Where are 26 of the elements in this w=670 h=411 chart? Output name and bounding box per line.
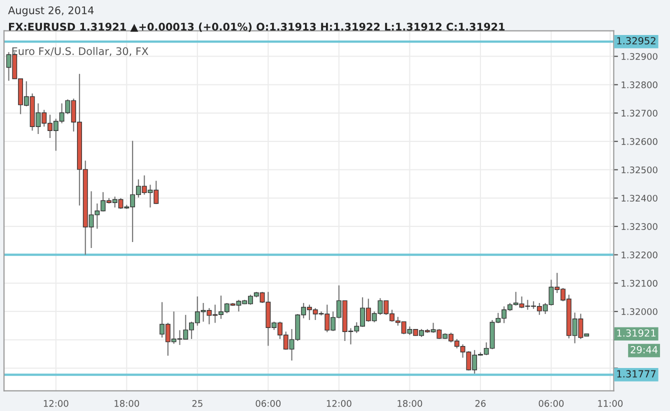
y-tick-label: 1.32000 <box>622 308 658 316</box>
ref-line-label: 1.32952 <box>617 37 656 44</box>
text: 1.31921 <box>617 329 656 337</box>
text: Euro Fx/U.S. Dollar, 30, FX <box>12 47 148 56</box>
y-tick-label: 1.32200 <box>622 252 658 258</box>
y-tick-label: 1.32300 <box>622 223 658 230</box>
x-tick-label: 26 <box>475 400 486 407</box>
x-tick-label: 06:00 <box>538 400 564 407</box>
chart-subtitle: FX:EURUSD 1.31921 ▲+0.00013 (+0.01%) O:1.31913 H:1.31922 L:1.31912 C:1.31921 <box>8 22 505 32</box>
y-tick-label: 1.32800 <box>622 81 658 88</box>
x-tick-label: 18:00 <box>398 400 422 407</box>
text: August 26, 2014 <box>8 6 94 16</box>
text: 29:44 <box>630 346 658 354</box>
y-tick-label: 1.32600 <box>622 138 658 145</box>
y-tick-label: 1.32700 <box>622 110 658 117</box>
ref-line-label: 1.31777 <box>617 370 656 378</box>
x-tick-label: 11:00 <box>598 400 623 407</box>
y-tick-label: 1.32500 <box>622 166 658 174</box>
y-tick-label: 1.32900 <box>622 53 658 60</box>
x-tick-label: 12:00 <box>326 400 352 407</box>
y-tick-label: 1.32400 <box>622 194 658 202</box>
x-tick-label: 25 <box>192 400 202 407</box>
x-tick-label: 06:00 <box>256 400 281 407</box>
x-tick-label: 12:00 <box>44 400 68 407</box>
x-tick-label: 18:00 <box>114 400 140 407</box>
y-tick-label: 1.32100 <box>622 280 658 287</box>
